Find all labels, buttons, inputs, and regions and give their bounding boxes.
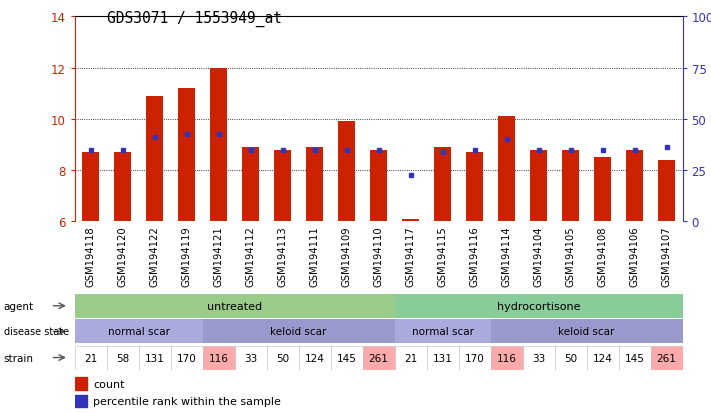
Bar bbox=[523, 346, 555, 370]
Bar bbox=[555, 346, 587, 370]
Bar bbox=[139, 346, 171, 370]
Text: GSM194107: GSM194107 bbox=[661, 226, 672, 286]
Bar bbox=[651, 346, 683, 370]
Text: GSM194122: GSM194122 bbox=[149, 226, 160, 287]
Text: 261: 261 bbox=[369, 353, 388, 363]
Text: normal scar: normal scar bbox=[412, 327, 474, 337]
Bar bbox=[434, 148, 451, 222]
Text: GSM194110: GSM194110 bbox=[373, 226, 384, 286]
Text: GSM194111: GSM194111 bbox=[309, 226, 320, 287]
Bar bbox=[178, 89, 196, 222]
Text: 124: 124 bbox=[305, 353, 324, 363]
Bar bbox=[306, 148, 324, 222]
Bar bbox=[459, 346, 491, 370]
Bar bbox=[210, 69, 228, 222]
Bar bbox=[75, 346, 107, 370]
Text: 145: 145 bbox=[337, 353, 356, 363]
Text: 131: 131 bbox=[433, 353, 452, 363]
Bar bbox=[235, 346, 267, 370]
Bar bbox=[491, 320, 683, 344]
Bar bbox=[587, 346, 619, 370]
Bar bbox=[395, 320, 491, 344]
Text: GSM194114: GSM194114 bbox=[501, 226, 512, 286]
Bar bbox=[146, 97, 164, 222]
Bar bbox=[203, 320, 395, 344]
Bar bbox=[658, 160, 675, 222]
Bar bbox=[498, 117, 515, 222]
Bar bbox=[114, 153, 132, 222]
Text: 33: 33 bbox=[532, 353, 545, 363]
Text: 116: 116 bbox=[209, 353, 228, 363]
Text: GSM194115: GSM194115 bbox=[437, 226, 448, 287]
Text: 21: 21 bbox=[84, 353, 97, 363]
Bar bbox=[619, 346, 651, 370]
Bar bbox=[395, 294, 683, 318]
Text: count: count bbox=[93, 379, 124, 389]
Bar bbox=[338, 122, 356, 222]
Text: GSM194109: GSM194109 bbox=[341, 226, 352, 286]
Text: percentile rank within the sample: percentile rank within the sample bbox=[93, 396, 281, 406]
Text: 145: 145 bbox=[625, 353, 644, 363]
Bar bbox=[594, 158, 611, 222]
Text: disease state: disease state bbox=[4, 327, 69, 337]
Text: GSM194104: GSM194104 bbox=[533, 226, 544, 286]
Text: GSM194113: GSM194113 bbox=[277, 226, 288, 286]
Bar bbox=[530, 150, 547, 222]
Text: normal scar: normal scar bbox=[107, 327, 170, 337]
Text: 124: 124 bbox=[593, 353, 612, 363]
Text: GSM194112: GSM194112 bbox=[245, 226, 256, 287]
Bar bbox=[562, 150, 579, 222]
Bar bbox=[203, 346, 235, 370]
Text: GSM194105: GSM194105 bbox=[565, 226, 576, 286]
Text: GDS3071 / 1553949_at: GDS3071 / 1553949_at bbox=[107, 10, 282, 26]
Bar bbox=[75, 320, 203, 344]
Bar bbox=[402, 219, 419, 222]
Bar bbox=[274, 150, 292, 222]
Bar bbox=[363, 346, 395, 370]
Text: 21: 21 bbox=[404, 353, 417, 363]
Text: GSM194120: GSM194120 bbox=[117, 226, 128, 286]
Text: GSM194119: GSM194119 bbox=[181, 226, 192, 287]
Bar bbox=[395, 346, 427, 370]
Bar bbox=[107, 346, 139, 370]
Text: 261: 261 bbox=[657, 353, 676, 363]
Text: 58: 58 bbox=[116, 353, 129, 363]
Bar bbox=[331, 346, 363, 370]
Text: 131: 131 bbox=[145, 353, 164, 363]
Text: keloid scar: keloid scar bbox=[558, 327, 615, 337]
Bar bbox=[75, 377, 87, 389]
Text: 170: 170 bbox=[465, 353, 484, 363]
Bar bbox=[75, 395, 87, 407]
Text: agent: agent bbox=[4, 301, 33, 311]
Bar bbox=[299, 346, 331, 370]
Text: 50: 50 bbox=[564, 353, 577, 363]
Bar bbox=[75, 294, 395, 318]
Text: 50: 50 bbox=[276, 353, 289, 363]
Bar bbox=[370, 150, 387, 222]
Text: 33: 33 bbox=[244, 353, 257, 363]
Bar bbox=[626, 150, 643, 222]
Bar bbox=[242, 148, 260, 222]
Text: 116: 116 bbox=[497, 353, 516, 363]
Text: GSM194116: GSM194116 bbox=[469, 226, 480, 287]
Bar bbox=[171, 346, 203, 370]
Text: strain: strain bbox=[4, 353, 33, 363]
Bar bbox=[466, 153, 483, 222]
Text: untreated: untreated bbox=[207, 301, 262, 311]
Text: keloid scar: keloid scar bbox=[270, 327, 327, 337]
Text: hydrocortisone: hydrocortisone bbox=[497, 301, 580, 311]
Text: GSM194108: GSM194108 bbox=[597, 226, 608, 286]
Bar bbox=[427, 346, 459, 370]
Bar bbox=[267, 346, 299, 370]
Text: GSM194121: GSM194121 bbox=[213, 226, 224, 287]
Text: GSM194118: GSM194118 bbox=[85, 226, 96, 286]
Text: 170: 170 bbox=[177, 353, 196, 363]
Bar bbox=[491, 346, 523, 370]
Text: GSM194117: GSM194117 bbox=[405, 226, 416, 287]
Bar bbox=[82, 153, 100, 222]
Text: GSM194106: GSM194106 bbox=[629, 226, 640, 286]
